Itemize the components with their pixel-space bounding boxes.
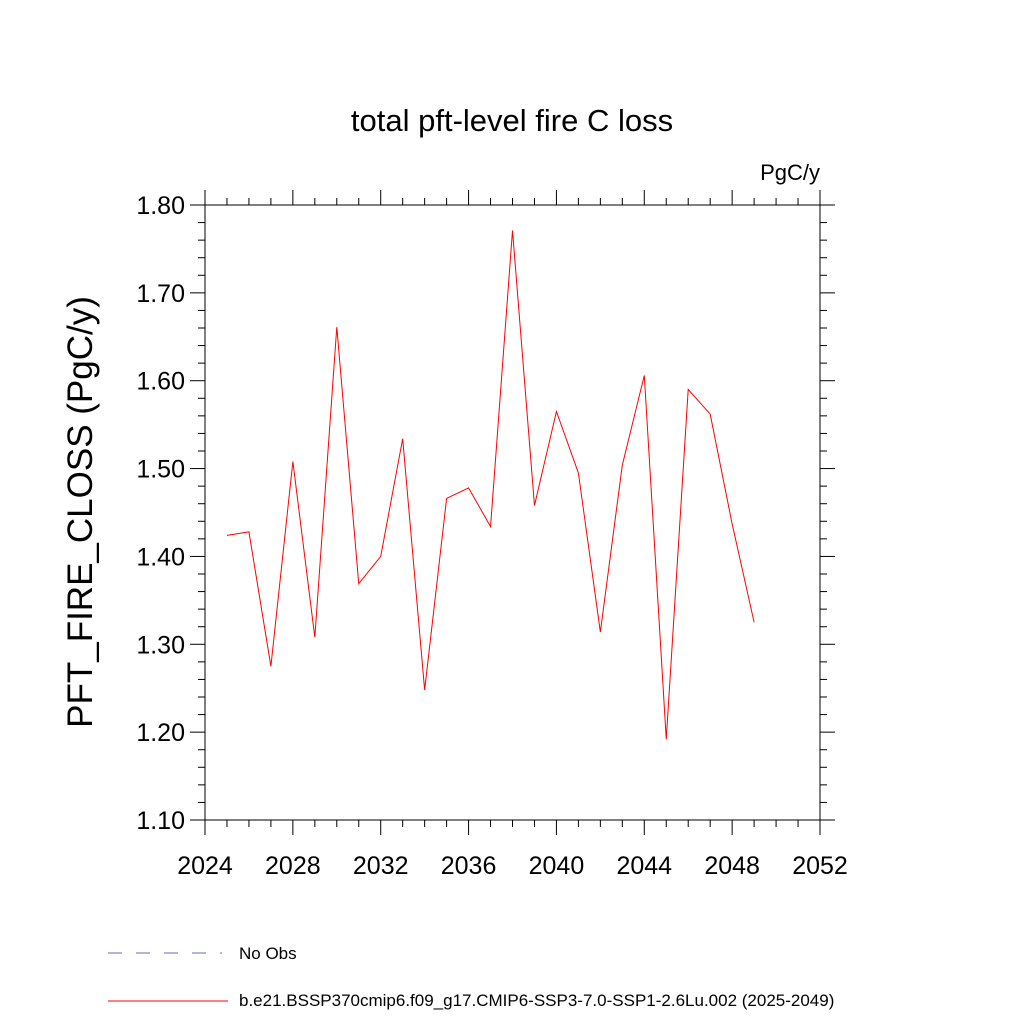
x-tick-label: 2040 [529, 852, 585, 880]
plot-frame [204, 204, 821, 821]
x-tick-label: 2048 [704, 852, 760, 880]
y-tick-label: 1.30 [136, 631, 185, 659]
y-tick-label: 1.10 [136, 807, 185, 835]
x-tick-label: 2028 [265, 852, 321, 880]
units-label: PgC/y [760, 160, 820, 185]
series-line-0 [226, 230, 755, 740]
y-tick-label: 1.50 [136, 456, 185, 484]
x-tick-label: 2036 [441, 852, 497, 880]
x-tick-label: 2024 [177, 852, 233, 880]
y-tick-label: 1.80 [136, 192, 185, 220]
series-group [226, 230, 755, 740]
chart-title: total pft-level fire C loss [351, 103, 673, 138]
legend-label-model: b.e21.BSSP370cmip6.f09_g17.CMIP6-SSP3-7.… [239, 991, 834, 1010]
y-tick-label: 1.20 [136, 719, 185, 747]
y-tick-label: 1.70 [136, 280, 185, 308]
x-tick-label: 2032 [353, 852, 409, 880]
y-tick-label: 1.40 [136, 543, 185, 571]
axes: 2024 2028 2032 2036 2040 2044 2048 2052 1.10 1.20… [136, 190, 848, 880]
y-axis-label: PFT_FIRE_CLOSS (PgC/y) [61, 296, 100, 728]
x-tick-label: 2044 [616, 852, 672, 880]
y-tick-label: 1.60 [136, 368, 185, 396]
x-tick-label: 2052 [792, 852, 848, 880]
legend-label-obs: No Obs [239, 944, 297, 963]
legend: No Obs b.e21.BSSP370cmip6.f09_g17.CMIP6-… [108, 944, 834, 1010]
